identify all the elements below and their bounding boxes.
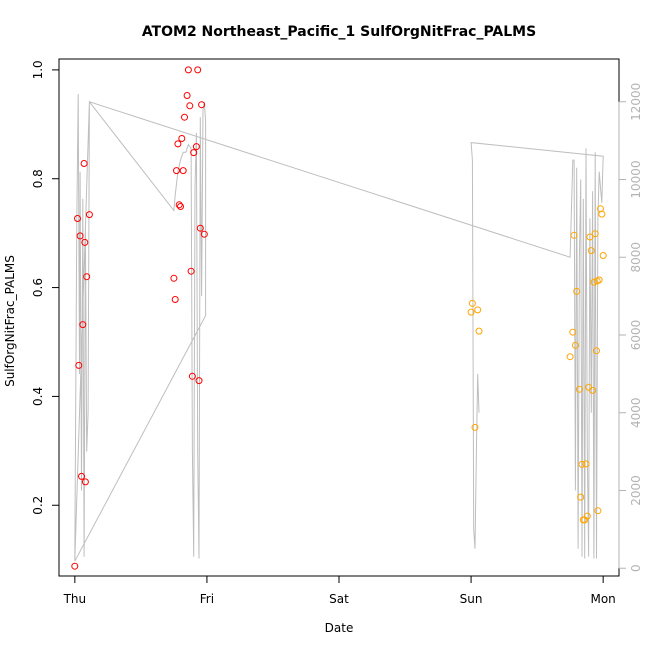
data-point xyxy=(178,135,186,142)
data-point xyxy=(190,149,198,157)
data-point xyxy=(85,211,93,219)
data-point xyxy=(475,327,483,335)
data-point xyxy=(573,287,581,295)
right-y-tick-label: 8000 xyxy=(629,242,643,273)
x-axis-label: Date xyxy=(325,621,354,635)
data-point xyxy=(575,385,583,393)
data-point xyxy=(571,341,579,349)
data-point xyxy=(598,210,606,218)
data-point xyxy=(79,321,87,329)
data-point xyxy=(170,274,178,282)
data-point xyxy=(188,372,196,380)
data-point xyxy=(183,92,191,99)
data-point xyxy=(198,101,206,109)
x-tick-label: Sun xyxy=(460,592,483,606)
data-point xyxy=(81,478,89,486)
y-axis: 0.2 0.4 0.6 0.8 1.0 xyxy=(31,60,60,515)
data-point xyxy=(80,160,88,167)
x-tick-label: Thu xyxy=(63,592,87,606)
data-point xyxy=(471,423,479,431)
data-point xyxy=(171,296,179,303)
data-point xyxy=(570,231,578,239)
data-point xyxy=(591,230,599,238)
data-point xyxy=(186,102,194,110)
data-point xyxy=(594,507,602,515)
data-point xyxy=(179,167,187,175)
data-point xyxy=(181,113,188,121)
data-point xyxy=(587,247,595,255)
data-point xyxy=(75,361,83,369)
data-point xyxy=(569,328,577,336)
data-point xyxy=(187,267,195,275)
y-tick-label: 1.0 xyxy=(31,60,45,79)
data-point xyxy=(593,347,600,355)
data-point xyxy=(200,230,208,238)
data-point xyxy=(76,232,84,240)
data-point xyxy=(468,299,476,307)
x-tick-label: Fri xyxy=(200,592,214,606)
data-point xyxy=(599,252,607,259)
data-point xyxy=(589,386,597,394)
y-tick-label: 0.2 xyxy=(31,496,45,515)
data-point xyxy=(71,562,79,570)
right-y-tick-label: 6000 xyxy=(629,320,643,351)
right-y-tick-label: 12000 xyxy=(629,83,643,121)
x-axis: Thu Fri Sat Sun Mon xyxy=(63,575,616,606)
right-y-tick-label: 0 xyxy=(629,564,643,572)
data-point xyxy=(192,143,200,151)
chart-title: ATOM2 Northeast_Pacific_1 SulfOrgNitFrac… xyxy=(142,24,536,40)
data-point xyxy=(173,167,180,175)
data-point xyxy=(78,472,85,480)
data-point xyxy=(586,233,594,241)
data-point xyxy=(194,66,202,74)
data-point xyxy=(577,493,585,501)
data-point xyxy=(175,201,183,209)
data-point xyxy=(595,276,603,284)
data-point xyxy=(74,215,81,222)
data-point xyxy=(177,203,184,210)
y-tick-label: 0.6 xyxy=(31,278,45,297)
data-point xyxy=(467,308,475,316)
data-point xyxy=(578,460,586,468)
data-point xyxy=(83,273,91,281)
right-y-axis: 0 2000 4000 6000 8000 10000 12000 xyxy=(618,83,643,572)
data-point xyxy=(184,66,192,74)
data-point xyxy=(174,140,182,148)
right-y-tick-label: 2000 xyxy=(629,475,643,506)
data-point xyxy=(566,353,574,361)
right-y-tick-label: 4000 xyxy=(629,397,643,428)
data-point xyxy=(474,306,482,314)
x-tick-label: Sat xyxy=(329,592,349,606)
y-tick-label: 0.4 xyxy=(31,387,45,406)
y-axis-label: SulfOrgNitFrac_PALMS xyxy=(3,255,17,387)
y-tick-label: 0.8 xyxy=(31,169,45,188)
data-point xyxy=(195,377,203,385)
data-point xyxy=(582,460,590,468)
data-point xyxy=(583,512,591,520)
points-layer xyxy=(71,66,607,570)
data-point xyxy=(81,238,89,246)
right-y-tick-label: 10000 xyxy=(629,160,643,198)
x-tick-label: Mon xyxy=(590,592,615,606)
data-point xyxy=(196,224,204,232)
